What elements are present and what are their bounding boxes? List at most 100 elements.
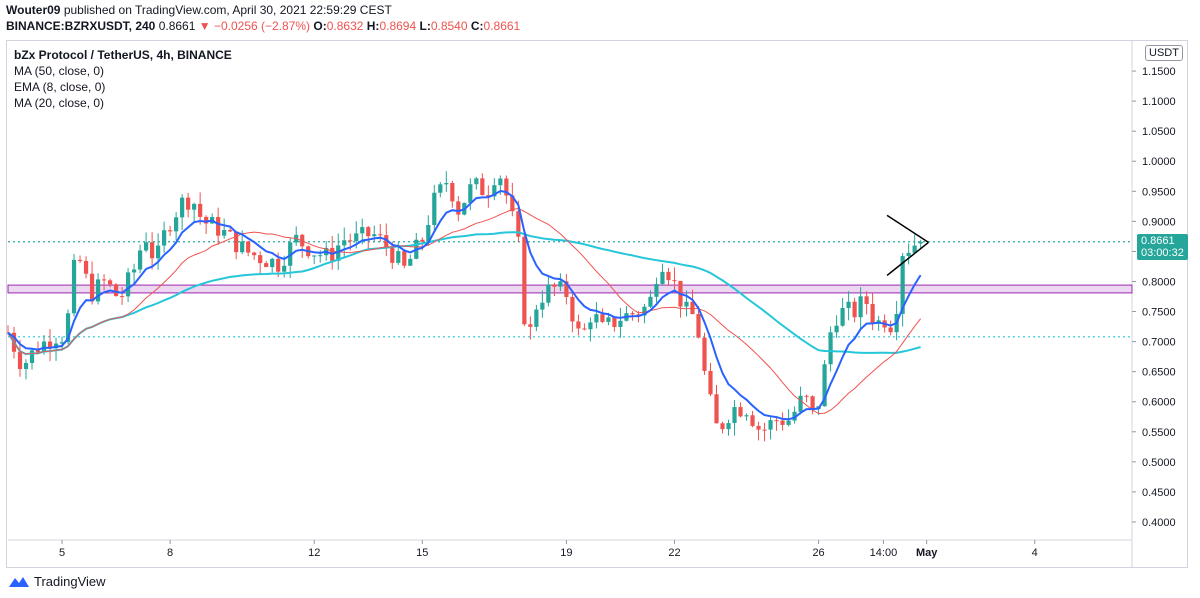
candle-body bbox=[192, 203, 197, 210]
candle-body bbox=[702, 337, 707, 371]
candle-body bbox=[228, 230, 233, 232]
candle-body bbox=[528, 324, 533, 327]
candle-body bbox=[912, 245, 917, 253]
candle-body bbox=[282, 265, 287, 272]
candle-body bbox=[504, 178, 509, 196]
candle-body bbox=[408, 258, 413, 266]
candle-body bbox=[420, 239, 425, 242]
y-tick-label: 0.5000 bbox=[1142, 457, 1176, 469]
candle-body bbox=[77, 259, 83, 261]
open-label: O: bbox=[313, 19, 327, 33]
ma20-line bbox=[7, 208, 921, 415]
candle-body bbox=[150, 242, 155, 259]
publish-info: published on TradingView.com, April 30, … bbox=[63, 3, 392, 17]
candle-body bbox=[762, 429, 767, 431]
ema8-line bbox=[7, 189, 922, 421]
candle-body bbox=[906, 252, 911, 257]
candle-body bbox=[162, 230, 167, 246]
candle-body bbox=[258, 255, 263, 264]
candle-body bbox=[684, 301, 689, 307]
candle-body bbox=[516, 211, 521, 237]
y-tick-label: 0.7000 bbox=[1142, 337, 1176, 349]
candle-body bbox=[522, 236, 527, 325]
y-tick-label: 0.8000 bbox=[1142, 276, 1176, 288]
candle-body bbox=[270, 258, 275, 268]
legend-ma50[interactable]: MA (50, close, 0) bbox=[14, 64, 105, 78]
symbol-label: BINANCE:BZRXUSDT, 240 bbox=[6, 19, 156, 33]
candle-body bbox=[840, 307, 845, 326]
candle-body bbox=[276, 258, 281, 272]
candle-body bbox=[240, 241, 245, 253]
x-tick-label: 26 bbox=[812, 547, 824, 559]
candle-body bbox=[372, 234, 377, 237]
candle-body bbox=[101, 279, 107, 281]
candle-body bbox=[846, 301, 851, 308]
candle-body bbox=[246, 241, 251, 253]
candle-body bbox=[131, 269, 137, 273]
candle-body bbox=[726, 423, 731, 430]
candle-body bbox=[468, 184, 473, 203]
candle-body bbox=[498, 178, 503, 186]
countdown-timer: 03:00:32 bbox=[1141, 246, 1184, 259]
candle-body bbox=[156, 245, 161, 259]
candle-body bbox=[486, 195, 491, 197]
x-tick-label: 19 bbox=[560, 547, 572, 559]
candle-body bbox=[822, 364, 827, 407]
candle-body bbox=[83, 260, 89, 274]
candle-body bbox=[29, 350, 35, 364]
candle-body bbox=[119, 296, 125, 298]
candle-body bbox=[828, 332, 833, 365]
candle-body bbox=[648, 296, 653, 307]
candle-body bbox=[588, 322, 593, 330]
candle-body bbox=[630, 313, 635, 315]
y-tick-label: 1.0500 bbox=[1142, 126, 1176, 138]
candle-body bbox=[672, 280, 677, 282]
pennant-upper-line bbox=[886, 214, 929, 244]
x-tick-label: 5 bbox=[59, 547, 65, 559]
candle-body bbox=[654, 283, 659, 297]
candle-body bbox=[558, 281, 563, 287]
brand-name: TradingView bbox=[34, 574, 106, 589]
price-change: ▼ −0.0256 (−2.87%) bbox=[198, 19, 311, 33]
candle-body bbox=[786, 420, 791, 425]
candle-body bbox=[570, 296, 575, 322]
candle-body bbox=[582, 328, 587, 330]
candle-body bbox=[198, 203, 203, 217]
candle-body bbox=[666, 271, 671, 281]
low-label: L: bbox=[419, 19, 431, 33]
candle-body bbox=[696, 314, 701, 338]
candle-body bbox=[336, 245, 341, 261]
candle-body bbox=[47, 341, 53, 349]
low-value: 0.8540 bbox=[430, 19, 468, 33]
candle-body bbox=[125, 272, 131, 297]
y-tick-label: 0.9500 bbox=[1142, 186, 1176, 198]
candle-body bbox=[444, 183, 449, 185]
candle-body bbox=[342, 240, 347, 246]
author-name[interactable]: Wouter09 bbox=[6, 3, 61, 17]
open-value: 0.8632 bbox=[326, 19, 364, 33]
high-value: 0.8694 bbox=[379, 19, 417, 33]
candle-body bbox=[780, 420, 785, 425]
candle-body bbox=[858, 296, 863, 318]
candle-body bbox=[804, 395, 809, 397]
high-label: H: bbox=[366, 19, 380, 33]
candle-body bbox=[870, 303, 875, 323]
candle-body bbox=[174, 217, 179, 232]
candle-body bbox=[732, 407, 737, 424]
candle-body bbox=[708, 370, 713, 395]
candle-body bbox=[312, 255, 317, 257]
candle-body bbox=[222, 230, 227, 236]
footer-brand[interactable]: TradingView bbox=[8, 574, 106, 589]
legend-ema8[interactable]: EMA (8, close, 0) bbox=[14, 80, 106, 94]
candle-body bbox=[360, 227, 365, 234]
candle-body bbox=[456, 201, 461, 215]
x-tick-label: 14:00 bbox=[870, 547, 898, 559]
publish-line: Wouter09 published on TradingView.com, A… bbox=[6, 3, 392, 17]
currency-label[interactable]: USDT bbox=[1145, 45, 1183, 61]
candle-body bbox=[744, 415, 749, 417]
legend-ma20[interactable]: MA (20, close, 0) bbox=[14, 96, 105, 110]
candle-body bbox=[204, 216, 209, 224]
candle-body bbox=[354, 233, 359, 242]
candle-body bbox=[137, 250, 143, 270]
